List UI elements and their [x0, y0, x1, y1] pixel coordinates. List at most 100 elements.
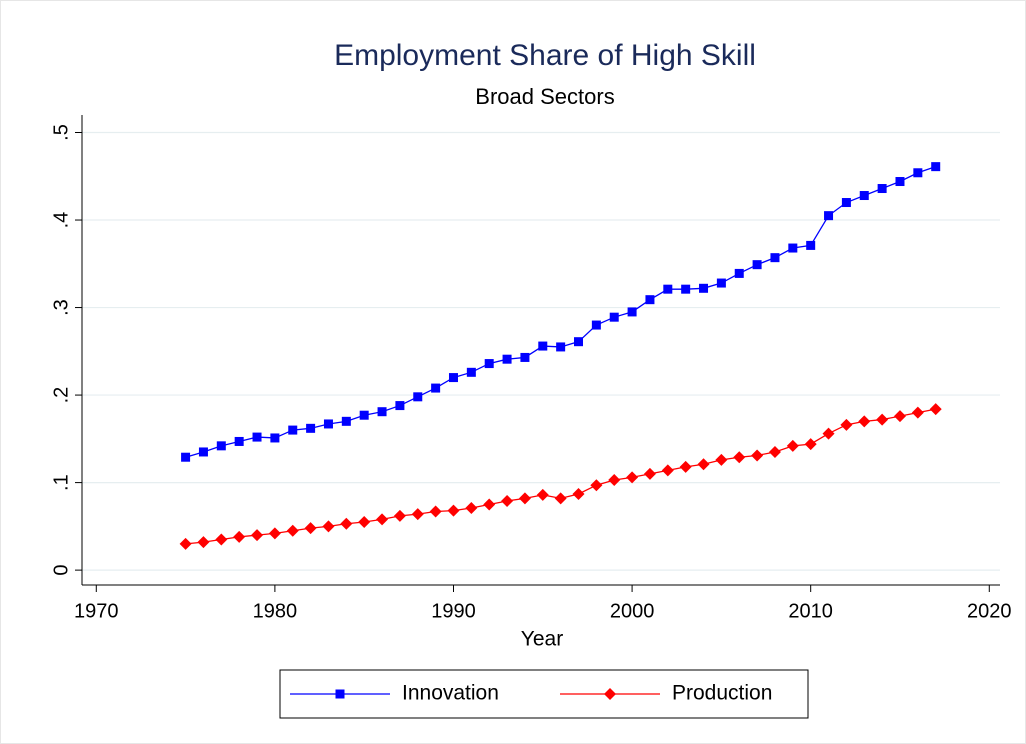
x-tick-label: 2020 [967, 600, 1012, 622]
y-tick-label: .1 [50, 474, 72, 491]
marker [893, 410, 906, 423]
marker [304, 522, 317, 535]
marker [824, 211, 834, 221]
marker [608, 473, 621, 486]
y-tick-label: .2 [50, 387, 72, 404]
x-axis-label: Year [521, 628, 563, 651]
marker [840, 418, 853, 431]
marker [895, 177, 905, 187]
marker [663, 284, 673, 294]
marker [376, 513, 389, 526]
marker [501, 494, 514, 507]
marker [538, 341, 548, 351]
marker [591, 320, 601, 330]
marker [770, 253, 780, 263]
marker [502, 354, 512, 364]
marker [804, 438, 817, 451]
y-tick-label: .3 [50, 299, 72, 316]
x-tick-label: 2010 [788, 600, 833, 622]
y-tick-label: 0 [50, 565, 72, 576]
marker [679, 460, 692, 473]
marker [733, 451, 746, 464]
marker [358, 515, 371, 528]
marker [681, 284, 691, 294]
chart-subtitle: Broad Sectors [475, 84, 614, 109]
x-tick-label: 1990 [431, 600, 476, 622]
marker [626, 471, 639, 484]
marker [752, 260, 762, 270]
marker [377, 407, 387, 417]
marker [751, 449, 764, 462]
marker [913, 168, 923, 178]
marker [322, 520, 335, 533]
marker [822, 427, 835, 440]
marker [393, 509, 406, 522]
marker [306, 423, 316, 433]
marker [556, 342, 566, 352]
marker [931, 162, 941, 172]
marker [572, 487, 585, 500]
marker [429, 505, 442, 518]
marker [465, 501, 478, 514]
marker [911, 406, 924, 419]
marker [716, 278, 726, 288]
marker [643, 467, 656, 480]
marker [197, 536, 210, 549]
marker [431, 383, 441, 393]
marker [233, 530, 246, 543]
marker [359, 410, 369, 420]
legend-label: Production [672, 682, 772, 705]
marker [590, 479, 603, 492]
marker [181, 452, 191, 462]
marker [841, 198, 851, 208]
legend-marker [335, 689, 345, 699]
marker [251, 529, 264, 542]
x-tick-label: 1970 [74, 600, 119, 622]
marker [786, 439, 799, 452]
marker [411, 508, 424, 521]
marker [645, 295, 655, 305]
marker [627, 307, 637, 317]
marker [395, 401, 405, 411]
marker [876, 413, 889, 426]
marker [483, 498, 496, 511]
marker [323, 419, 333, 429]
marker [715, 453, 728, 466]
marker [216, 441, 226, 451]
marker [536, 488, 549, 501]
marker [734, 268, 744, 278]
marker [858, 415, 871, 428]
marker [286, 524, 299, 537]
y-tick-label: .5 [50, 124, 72, 141]
marker [699, 283, 709, 293]
legend-label: Innovation [402, 682, 499, 705]
chart-title: Employment Share of High Skill [334, 39, 756, 72]
x-tick-label: 1980 [253, 600, 298, 622]
marker [609, 312, 619, 322]
marker [448, 373, 458, 383]
marker [179, 537, 192, 550]
marker [447, 504, 460, 517]
marker [288, 425, 298, 435]
y-tick-label: .4 [50, 212, 72, 229]
marker [520, 352, 530, 362]
marker [340, 517, 353, 530]
marker [788, 243, 798, 253]
marker [484, 359, 494, 369]
marker [554, 492, 567, 505]
marker [252, 432, 262, 442]
marker [661, 464, 674, 477]
legend-marker [604, 688, 616, 700]
marker [215, 533, 228, 546]
marker [806, 240, 816, 250]
marker [466, 367, 476, 377]
marker [518, 492, 531, 505]
marker [929, 403, 942, 416]
marker [234, 436, 244, 446]
marker [198, 447, 208, 457]
marker [768, 445, 781, 458]
marker [697, 458, 710, 471]
marker [270, 433, 280, 443]
